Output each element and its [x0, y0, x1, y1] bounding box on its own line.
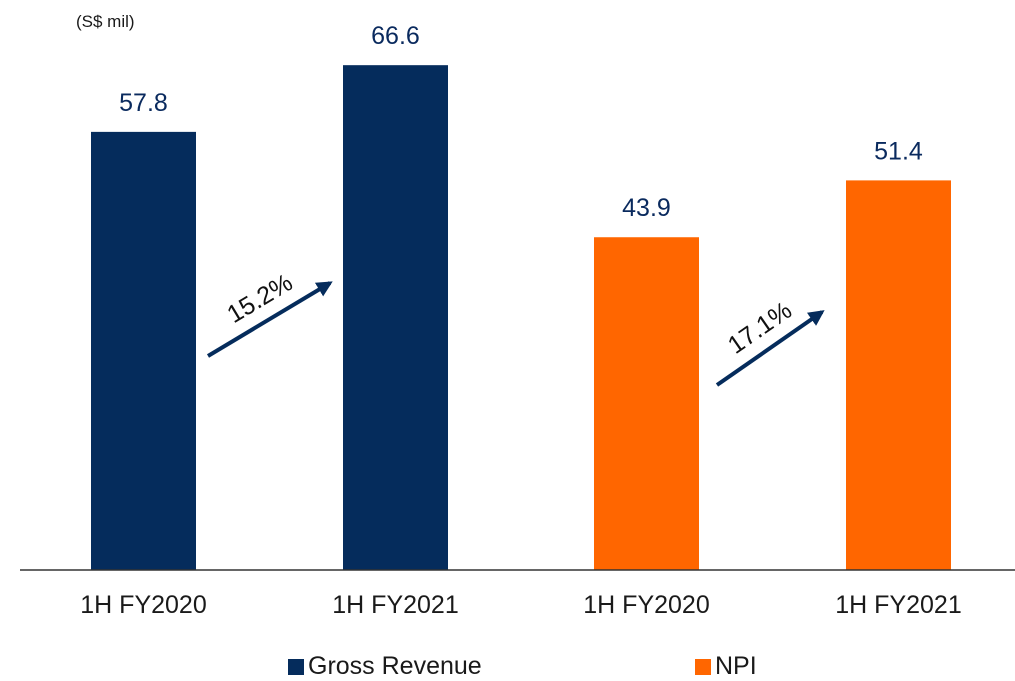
bar-1 [91, 131, 196, 570]
bar-3 [594, 237, 699, 570]
data-label-4: 51.4 [874, 137, 923, 165]
legend-label-gross-revenue: Gross Revenue [308, 652, 482, 680]
growth-label-2: 17.1% [723, 296, 797, 359]
bar-2 [343, 65, 448, 570]
legend-swatch-gross-revenue [288, 658, 304, 675]
bar-4 [846, 180, 951, 570]
legend-label-npi: NPI [715, 652, 757, 680]
data-label-3: 43.9 [622, 194, 671, 222]
legend-swatch-npi [695, 658, 711, 675]
growth-arrow-1 [206, 281, 333, 358]
x-tick-label-3: 1H FY2020 [583, 591, 709, 619]
x-tick-label-4: 1H FY2021 [835, 591, 961, 619]
legend-item-gross-revenue: Gross Revenue [288, 652, 482, 681]
growth-arrow-2 [715, 310, 825, 387]
unit-label: (S$ mil) [76, 12, 135, 31]
legend-item-npi: NPI [695, 652, 757, 681]
growth-label-1: 15.2% [222, 268, 297, 328]
x-tick-label-1: 1H FY2020 [80, 591, 206, 619]
x-tick-label-2: 1H FY2021 [332, 591, 458, 619]
data-label-1: 57.8 [119, 89, 168, 117]
data-label-2: 66.6 [371, 22, 420, 50]
